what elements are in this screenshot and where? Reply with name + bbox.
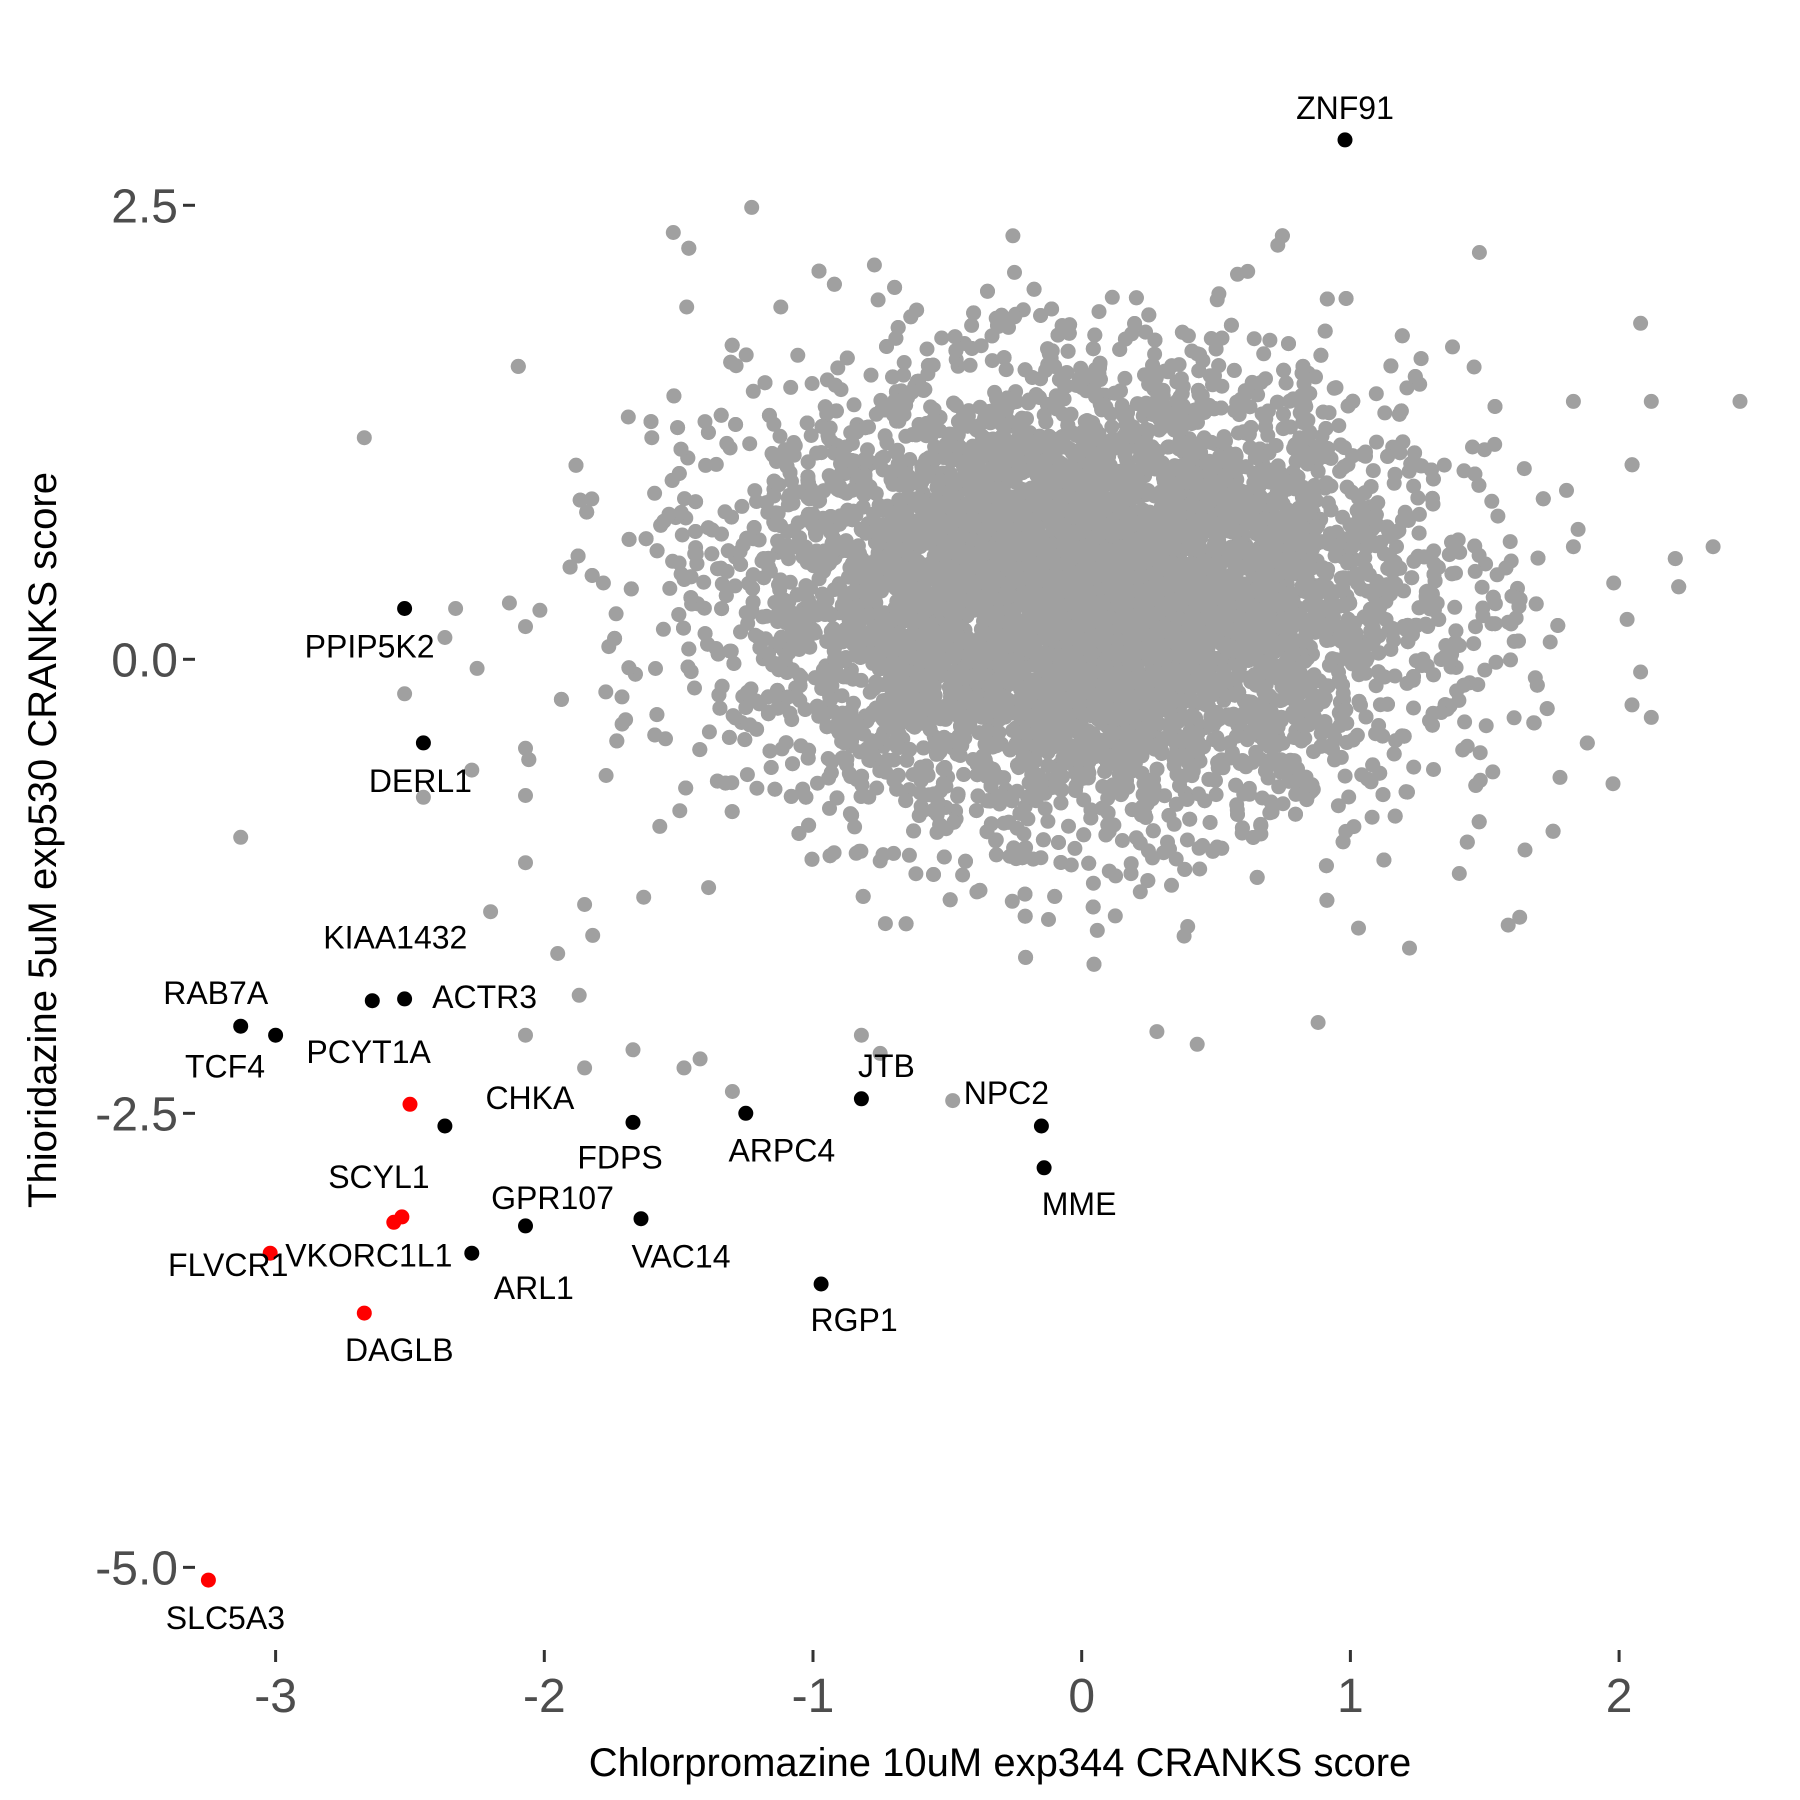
background-gene-point	[755, 609, 771, 625]
background-gene-point	[1104, 419, 1120, 435]
background-gene-points	[510, 199, 1687, 972]
background-gene-point	[901, 847, 917, 863]
background-gene-point	[608, 606, 624, 622]
background-gene-point	[620, 409, 636, 425]
background-gene-point	[1470, 677, 1486, 693]
background-gene-point	[1624, 697, 1640, 713]
background-gene-point	[1365, 463, 1381, 479]
background-gene-point	[847, 819, 863, 835]
background-gene-point	[1211, 286, 1227, 302]
background-gene-point	[870, 292, 886, 308]
background-gene-point	[781, 551, 796, 567]
background-gene-point	[1157, 788, 1173, 804]
background-gene-point	[745, 383, 761, 399]
background-gene-point	[877, 916, 893, 932]
background-gene-point	[1330, 798, 1346, 814]
background-gene-point	[1114, 833, 1130, 848]
background-gene-point	[674, 527, 690, 543]
background-gene-point	[962, 357, 978, 373]
background-gene-point	[984, 353, 1000, 369]
background-gene-point	[1484, 493, 1500, 509]
background-gene-point	[1467, 563, 1483, 579]
background-gene-point	[655, 621, 671, 637]
background-gene-point	[1500, 917, 1516, 933]
background-gene-point	[1164, 877, 1179, 893]
background-gene-point	[1406, 478, 1422, 494]
background-gene-point	[1466, 636, 1482, 652]
background-gene-point	[1306, 744, 1321, 760]
background-gene-point	[1466, 359, 1482, 375]
background-gene-point	[738, 347, 754, 363]
background-gene-point	[1007, 264, 1022, 280]
background-gene-point	[1570, 521, 1586, 537]
background-gene-point	[1341, 789, 1357, 805]
background-gene-point	[919, 341, 935, 357]
background-gene-point	[830, 360, 846, 376]
background-gene-point	[1089, 922, 1105, 938]
background-gene-point	[532, 602, 548, 618]
background-gene-point	[879, 435, 895, 451]
background-gene-point	[1465, 439, 1480, 455]
background-gene-point	[672, 803, 688, 819]
background-gene-point	[822, 800, 837, 816]
background-gene-point	[1415, 651, 1431, 667]
background-gene-point	[1503, 652, 1518, 668]
background-gene-point	[744, 199, 760, 215]
background-gene-point	[734, 498, 750, 514]
background-gene-point	[742, 436, 758, 452]
background-gene-point	[727, 578, 743, 594]
background-gene-point	[863, 367, 879, 383]
background-gene-point	[1377, 405, 1393, 421]
background-gene-point	[584, 491, 600, 507]
background-gene-point	[1041, 912, 1056, 927]
background-gene-point	[1176, 928, 1192, 944]
background-gene-point	[1048, 388, 1064, 404]
background-gene-point	[1399, 380, 1415, 396]
background-gene-point	[1474, 579, 1490, 595]
background-gene-point	[1542, 634, 1558, 650]
background-gene-point	[1067, 840, 1083, 856]
background-gene-point	[647, 485, 663, 501]
background-gene-point	[896, 355, 912, 370]
background-gene-point	[1040, 813, 1056, 829]
background-gene-point	[803, 428, 819, 443]
background-gene-point	[1559, 482, 1574, 498]
background-gene-point	[1506, 710, 1522, 726]
background-gene-point	[1478, 718, 1494, 734]
background-gene-point	[1208, 787, 1224, 803]
background-gene-point	[1308, 369, 1323, 385]
background-gene-point	[1451, 866, 1467, 881]
background-gene-point	[1101, 863, 1117, 879]
background-gene-point	[1337, 768, 1353, 784]
background-gene-point	[772, 428, 788, 444]
background-gene-point	[1406, 759, 1422, 775]
background-gene-point	[964, 317, 980, 333]
background-gene-point	[955, 867, 971, 883]
background-gene-point	[739, 767, 755, 783]
background-gene-point	[1132, 884, 1148, 900]
background-gene-point	[1605, 776, 1621, 792]
background-gene-point	[1085, 875, 1101, 891]
background-gene-point	[1262, 332, 1278, 348]
background-gene-point	[701, 724, 717, 740]
background-gene-point	[1005, 228, 1021, 244]
background-gene-point	[598, 684, 614, 700]
background-gene-point	[1383, 642, 1399, 657]
background-gene-point	[804, 376, 820, 391]
background-gene-point	[1516, 461, 1532, 477]
background-gene-point	[1117, 370, 1133, 386]
background-gene-point	[662, 580, 678, 596]
background-gene-point	[1447, 599, 1463, 615]
background-gene-point	[1488, 654, 1504, 670]
background-gene-point	[1246, 331, 1262, 347]
background-gene-point	[1364, 809, 1380, 825]
background-gene-point	[1490, 508, 1506, 524]
background-gene-point	[908, 866, 924, 882]
background-gene-point	[790, 347, 806, 363]
background-gene-point	[1369, 434, 1384, 450]
